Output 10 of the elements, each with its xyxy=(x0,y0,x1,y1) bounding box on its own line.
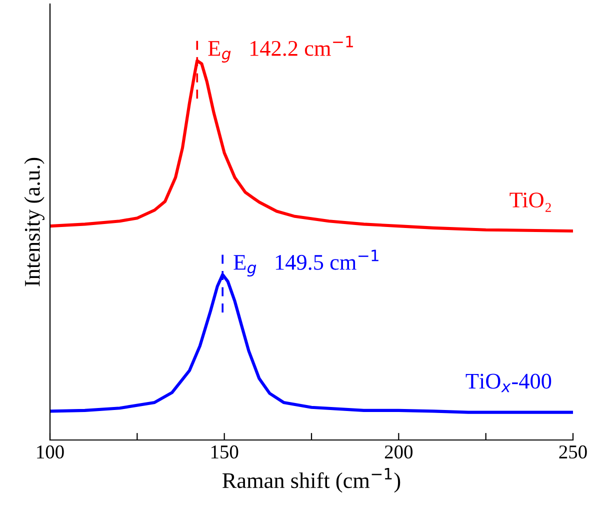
x-tick-label: 150 xyxy=(211,445,238,459)
text: E$_{g}$ 149.5 cm$^{−1}$ xyxy=(234,250,378,277)
series-label: TiO₂ xyxy=(510,192,551,212)
y-axis-title: Intensity (a.u.) xyxy=(24,158,44,286)
x-tick-label: 100 xyxy=(37,445,64,459)
x-axis-title: Raman shift (cm$^{−1}$) xyxy=(222,468,400,493)
x-tick-label: 200 xyxy=(384,445,413,459)
series-label: TiO$_{x}$-400 xyxy=(466,374,552,392)
x-tick-label: 250 xyxy=(559,445,587,459)
text: E$_{g}$ 142.2 cm$^{−1}$ xyxy=(208,36,353,63)
